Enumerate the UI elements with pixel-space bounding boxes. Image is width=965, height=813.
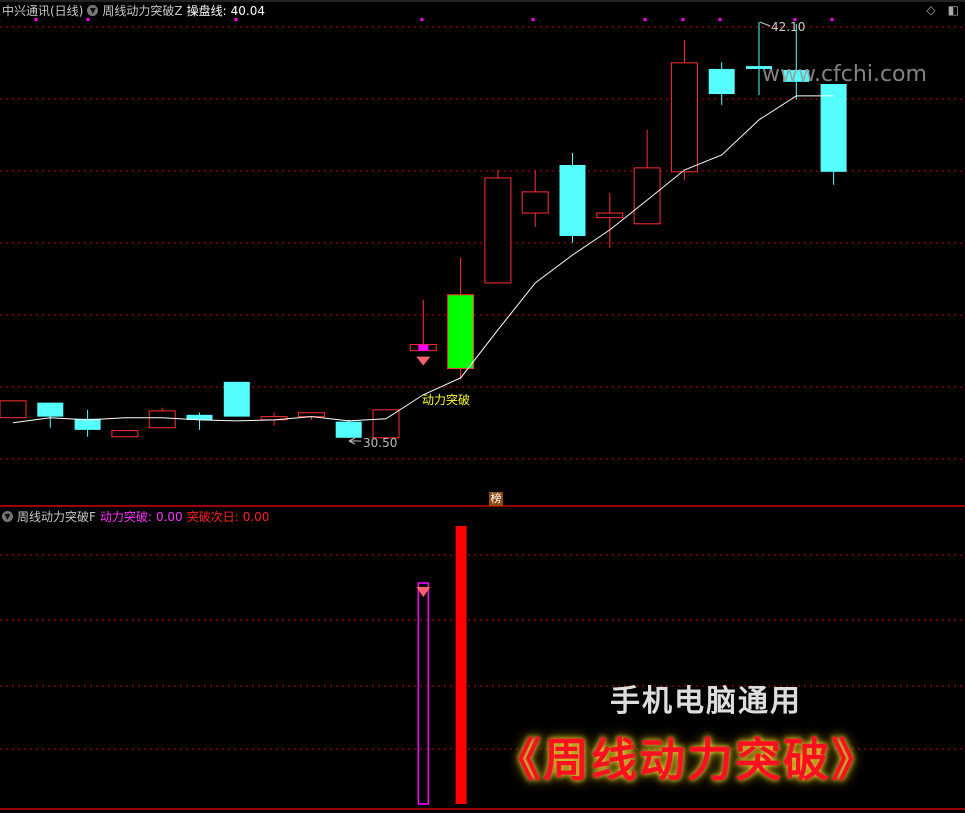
- candle-body-up: [372, 409, 400, 439]
- ma-line: [12, 95, 834, 424]
- candle-body-down: [186, 414, 213, 420]
- high-label: 42.10: [771, 20, 806, 34]
- line-label: 操盘线:: [186, 4, 227, 18]
- main-header: 中兴通讯(日线) ▼ 周线动力突破Z 操盘线: 40.04: [2, 2, 265, 19]
- candle-body-up: [484, 177, 512, 284]
- candle-body-up: [297, 412, 325, 418]
- candle-body-down: [783, 70, 810, 82]
- gem-icon: [416, 356, 431, 366]
- low-arrow-icon: [348, 437, 361, 445]
- stock-title: 中兴通讯(日线): [2, 4, 84, 18]
- candle-body-up: [521, 191, 549, 214]
- low-label: 30.50: [363, 436, 398, 450]
- candle-body-up: [0, 400, 27, 419]
- sub-header: ▼ 周线动力突破F 动力突破: 0.00 突破次日: 0.00: [2, 508, 269, 525]
- candle-body-down: [820, 84, 847, 172]
- next-day-label: 突破次日:: [186, 510, 239, 524]
- marker-dot: [793, 18, 797, 21]
- candle-body-down: [37, 402, 64, 417]
- signal-bar-magenta: [417, 582, 430, 805]
- candle-body-down: [746, 66, 772, 69]
- marker-dot: [86, 18, 90, 21]
- panel-controls: ◇ ◧: [926, 3, 959, 17]
- signal-fill: [418, 344, 429, 351]
- rank-badge[interactable]: 榜: [489, 492, 503, 506]
- marker-dot: [830, 18, 834, 21]
- sub-indicator-name[interactable]: 周线动力突破F: [17, 510, 96, 524]
- candle-body-down: [74, 418, 101, 430]
- panel-toggle-icon[interactable]: ◧: [947, 3, 959, 17]
- candle-body-down: [223, 381, 250, 417]
- marker-dot: [420, 18, 424, 21]
- candle-body-down: [559, 165, 586, 236]
- signal-label: 动力突破:: [99, 510, 152, 524]
- banner-line1: 手机电脑通用: [610, 684, 802, 719]
- candle-body-up: [111, 430, 139, 438]
- signal-candle: [447, 294, 475, 370]
- signal-bar-red: [455, 526, 467, 804]
- gem-icon: [416, 587, 431, 597]
- candle-body-up: [596, 212, 624, 219]
- chevron-down-icon[interactable]: ▼: [87, 5, 99, 16]
- next-day-value: 0.00: [242, 509, 270, 524]
- high-arrow-icon: [759, 21, 771, 27]
- line-value: 40.04: [230, 3, 266, 18]
- candle-body-down: [335, 421, 362, 438]
- signal-label: 动力突破: [422, 393, 471, 407]
- marker-dot: [718, 18, 722, 21]
- indicator-name[interactable]: 周线动力突破Z: [102, 4, 183, 18]
- candle-body-up: [148, 410, 176, 429]
- watermark: www.cfchi.com: [762, 62, 927, 87]
- marker-dot: [531, 18, 535, 21]
- chevron-down-icon[interactable]: ▼: [2, 511, 13, 522]
- candle-body-up: [670, 62, 698, 173]
- marker-dot: [681, 18, 685, 21]
- marker-dot: [234, 18, 238, 21]
- marker-dot: [643, 18, 647, 21]
- banner-line2: 《周线动力突破》: [495, 733, 879, 787]
- diamond-icon[interactable]: ◇: [926, 3, 936, 17]
- candle-body-down: [708, 68, 735, 95]
- signal-value: 0.00: [155, 509, 183, 524]
- marker-dot: [34, 18, 38, 21]
- candle-body-up: [633, 167, 661, 225]
